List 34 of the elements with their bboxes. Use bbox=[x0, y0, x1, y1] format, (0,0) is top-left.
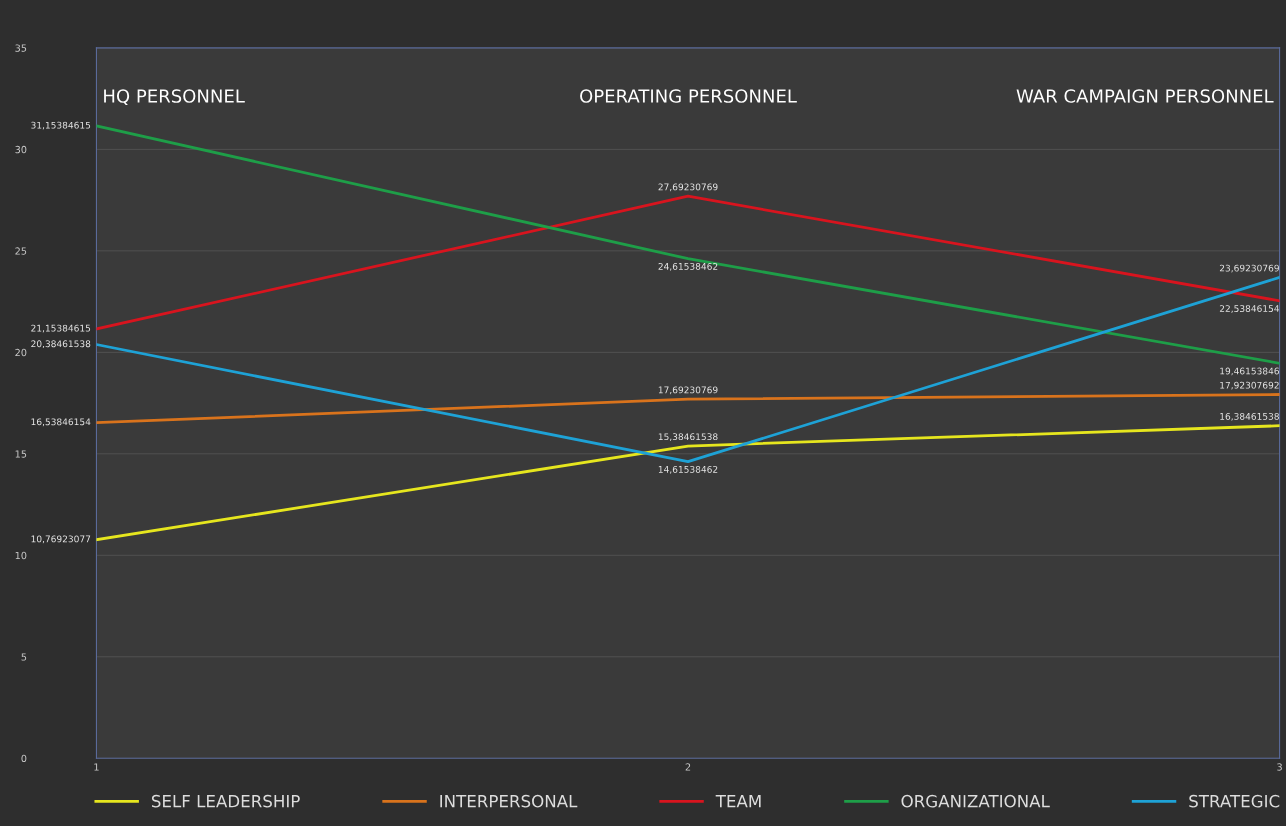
y-tick-label: 25 bbox=[15, 247, 27, 255]
y-tick-label: 30 bbox=[15, 145, 27, 154]
data-label: 23,69230769 bbox=[1219, 264, 1279, 273]
data-label: 17,92307692 bbox=[1220, 381, 1279, 390]
data-label: 16,38461538 bbox=[1220, 412, 1279, 421]
data-label: 22,53846154 bbox=[1219, 305, 1280, 313]
annotation: OPERATING PERSONNEL bbox=[580, 89, 797, 103]
data-label: 17,69230769 bbox=[658, 386, 718, 395]
y-tick-label: 5 bbox=[21, 653, 27, 661]
legend-label: TEAM bbox=[715, 795, 761, 808]
legend-label: ORGANIZATIONAL bbox=[901, 794, 1050, 808]
y-tick-label: 15 bbox=[15, 450, 27, 458]
annotation: HQ PERSONNEL bbox=[104, 89, 245, 105]
legend-label: SELF LEADERSHIP bbox=[151, 794, 300, 808]
data-label: 14,61538462 bbox=[658, 465, 718, 474]
data-label: 10,76923077 bbox=[31, 535, 91, 544]
x-tick-label: 1 bbox=[94, 763, 99, 771]
data-label: 21,15384615 bbox=[31, 324, 91, 333]
data-label: 27,69230769 bbox=[658, 183, 718, 192]
data-label: 24,61538462 bbox=[658, 263, 718, 271]
data-label: 16,53846154 bbox=[31, 418, 91, 427]
data-label: 31,15384615 bbox=[31, 121, 91, 130]
y-tick-label: 10 bbox=[15, 551, 27, 560]
legend-label: INTERPERSONAL bbox=[440, 794, 578, 808]
data-label: 19,46153846 bbox=[1220, 367, 1279, 376]
data-label: 15,38461538 bbox=[658, 433, 718, 442]
x-tick-label: 2 bbox=[685, 763, 691, 771]
annotation: WAR CAMPAIGN PERSONNEL bbox=[1016, 89, 1274, 103]
data-label: 20,38461538 bbox=[31, 340, 91, 349]
y-tick-label: 20 bbox=[15, 348, 27, 357]
y-tick-label: 35 bbox=[15, 44, 27, 52]
legend-label: STRATEGIC bbox=[1189, 794, 1280, 808]
x-tick-label: 3 bbox=[1277, 763, 1282, 771]
y-tick-label: 0 bbox=[21, 754, 27, 763]
